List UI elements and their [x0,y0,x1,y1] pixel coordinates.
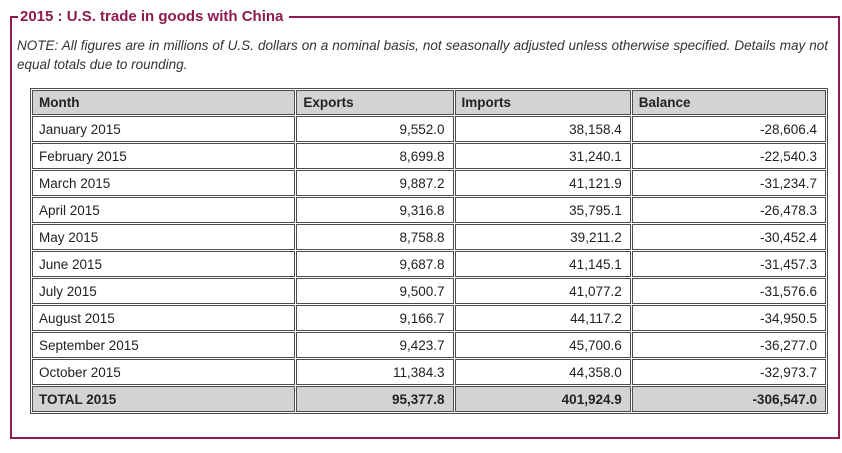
total-imports-cell: 401,924.9 [454,386,631,412]
total-row: TOTAL 2015 95,377.8 401,924.9 -306,547.0 [32,386,826,412]
month-cell: June 2015 [32,251,296,277]
exports-cell: 8,699.8 [296,143,454,169]
exports-cell: 9,316.8 [296,197,454,223]
month-cell: January 2015 [32,116,296,142]
table-row: January 2015 9,552.0 38,158.4 -28,606.4 [32,116,826,142]
total-exports-cell: 95,377.8 [296,386,454,412]
imports-cell: 35,795.1 [454,197,631,223]
table-row: October 2015 11,384.3 44,358.0 -32,973.7 [32,359,826,385]
table-row: September 2015 9,423.7 45,700.6 -36,277.… [32,332,826,358]
exports-cell: 9,887.2 [296,170,454,196]
total-label-cell: TOTAL 2015 [32,386,296,412]
table-header-row: Month Exports Imports Balance [32,90,826,115]
table-row: April 2015 9,316.8 35,795.1 -26,478.3 [32,197,826,223]
trade-summary-fieldset: 2015 : U.S. trade in goods with China NO… [10,8,840,439]
imports-cell: 41,121.9 [454,170,631,196]
balance-cell: -31,576.6 [631,278,826,304]
exports-cell: 9,552.0 [296,116,454,142]
month-cell: March 2015 [32,170,296,196]
imports-cell: 31,240.1 [454,143,631,169]
total-balance-cell: -306,547.0 [631,386,826,412]
balance-cell: -30,452.4 [631,224,826,250]
imports-cell: 39,211.2 [454,224,631,250]
table-row: May 2015 8,758.8 39,211.2 -30,452.4 [32,224,826,250]
month-cell: September 2015 [32,332,296,358]
exports-cell: 9,687.8 [296,251,454,277]
exports-cell: 9,500.7 [296,278,454,304]
month-cell: May 2015 [32,224,296,250]
month-cell: August 2015 [32,305,296,331]
balance-cell: -26,478.3 [631,197,826,223]
exports-cell: 8,758.8 [296,224,454,250]
imports-cell: 41,145.1 [454,251,631,277]
table-row: March 2015 9,887.2 41,121.9 -31,234.7 [32,170,826,196]
column-header-balance: Balance [631,90,826,115]
column-header-exports: Exports [296,90,454,115]
imports-cell: 41,077.2 [454,278,631,304]
month-cell: October 2015 [32,359,296,385]
balance-cell: -31,234.7 [631,170,826,196]
exports-cell: 9,423.7 [296,332,454,358]
imports-cell: 44,358.0 [454,359,631,385]
page: 2015 : U.S. trade in goods with China NO… [0,8,842,453]
note-text: NOTE: All figures are in millions of U.S… [17,38,828,72]
month-cell: July 2015 [32,278,296,304]
table-row: February 2015 8,699.8 31,240.1 -22,540.3 [32,143,826,169]
exports-cell: 9,166.7 [296,305,454,331]
exports-cell: 11,384.3 [296,359,454,385]
table-row: August 2015 9,166.7 44,117.2 -34,950.5 [32,305,826,331]
imports-cell: 45,700.6 [454,332,631,358]
balance-cell: -34,950.5 [631,305,826,331]
balance-cell: -31,457.3 [631,251,826,277]
balance-cell: -36,277.0 [631,332,826,358]
table-row: June 2015 9,687.8 41,145.1 -31,457.3 [32,251,826,277]
column-header-imports: Imports [454,90,631,115]
trade-data-table: Month Exports Imports Balance January 20… [30,88,828,414]
table-row: July 2015 9,500.7 41,077.2 -31,576.6 [32,278,826,304]
month-cell: April 2015 [32,197,296,223]
balance-cell: -22,540.3 [631,143,826,169]
balance-cell: -32,973.7 [631,359,826,385]
imports-cell: 38,158.4 [454,116,631,142]
page-title: 2015 : U.S. trade in goods with China [20,8,284,25]
month-cell: February 2015 [32,143,296,169]
imports-cell: 44,117.2 [454,305,631,331]
column-header-month: Month [32,90,296,115]
balance-cell: -28,606.4 [631,116,826,142]
